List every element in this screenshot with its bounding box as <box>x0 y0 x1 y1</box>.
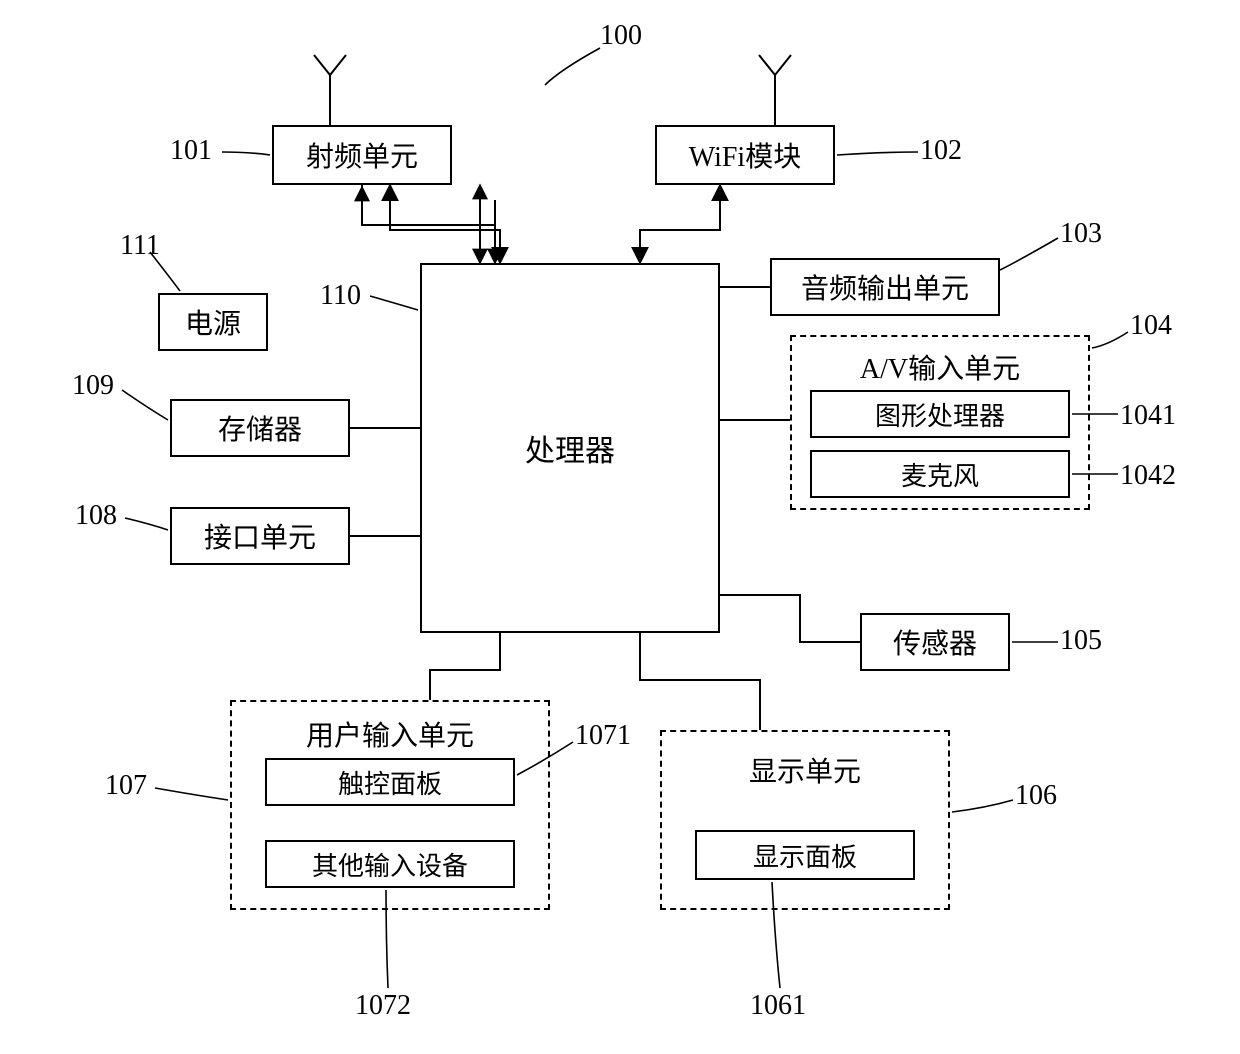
ref-105: 105 <box>1060 625 1102 657</box>
ref-111: 111 <box>120 230 160 262</box>
wifi-antenna-icon <box>759 55 791 125</box>
display-group: 显示单元 <box>660 730 950 910</box>
ref-110: 110 <box>320 280 361 312</box>
mic-box: 麦克风 <box>810 450 1070 498</box>
gpu-box: 图形处理器 <box>810 390 1070 438</box>
ref-1061: 1061 <box>750 990 806 1022</box>
user-input-title: 用户输入单元 <box>232 714 548 754</box>
ref-104: 104 <box>1130 310 1172 342</box>
other-input-box: 其他输入设备 <box>265 840 515 888</box>
display-panel-box: 显示面板 <box>695 830 915 880</box>
display-panel-label: 显示面板 <box>753 837 857 874</box>
power-label: 电源 <box>185 302 241 342</box>
ref-108: 108 <box>75 500 117 532</box>
ref-1072: 1072 <box>355 990 411 1022</box>
gpu-label: 图形处理器 <box>875 396 1005 433</box>
rf-unit-label: 射频单元 <box>306 135 418 175</box>
ref-107: 107 <box>105 770 147 802</box>
interface-label: 接口单元 <box>204 516 316 556</box>
ref-1071: 1071 <box>575 720 631 752</box>
rf-unit-box: 射频单元 <box>272 125 452 185</box>
ref-1041: 1041 <box>1120 400 1176 432</box>
rf-antenna-icon <box>314 55 346 125</box>
wifi-module-label: WiFi模块 <box>689 135 801 175</box>
memory-label: 存储器 <box>218 408 302 448</box>
interface-box: 接口单元 <box>170 507 350 565</box>
ref-1042: 1042 <box>1120 460 1176 492</box>
display-title: 显示单元 <box>662 750 948 790</box>
ref-102: 102 <box>920 135 962 167</box>
touch-panel-box: 触控面板 <box>265 758 515 806</box>
ref-101: 101 <box>170 135 212 167</box>
ref-100: 100 <box>600 20 642 52</box>
edge-rf-cpu <box>362 185 480 263</box>
other-input-label: 其他输入设备 <box>312 846 468 883</box>
touch-panel-label: 触控面板 <box>338 764 442 801</box>
wifi-module-box: WiFi模块 <box>655 125 835 185</box>
power-box: 电源 <box>158 293 268 351</box>
memory-box: 存储器 <box>170 399 350 457</box>
mic-label: 麦克风 <box>901 456 979 493</box>
sensor-label: 传感器 <box>893 622 977 662</box>
ref-106: 106 <box>1015 780 1057 812</box>
ref-109: 109 <box>72 370 114 402</box>
processor-label: 处理器 <box>525 426 615 470</box>
audio-output-label: 音频输出单元 <box>801 267 969 307</box>
ref-103: 103 <box>1060 218 1102 250</box>
av-input-title: A/V输入单元 <box>792 347 1088 387</box>
processor-box: 处理器 <box>420 263 720 633</box>
audio-output-box: 音频输出单元 <box>770 258 1000 316</box>
sensor-box: 传感器 <box>860 613 1010 671</box>
